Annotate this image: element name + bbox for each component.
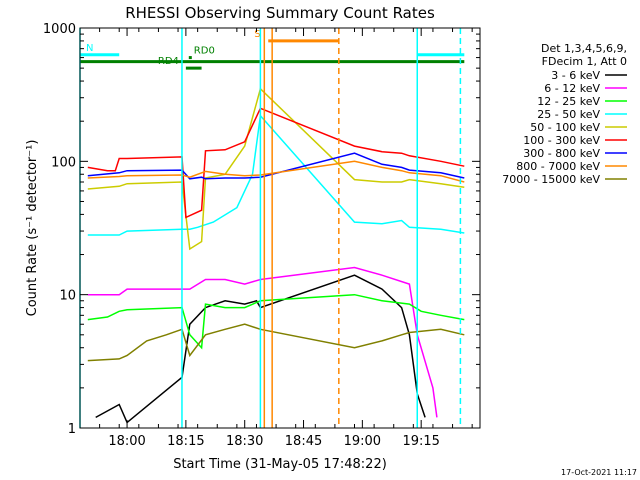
x-tick-label: 19:15 [402,434,439,449]
y-tick-label: 100 [51,155,76,170]
x-axis-label: Start Time (31-May-05 17:48:22) [173,457,387,472]
x-tick-label: 18:15 [167,434,204,449]
y-tick-label: 1000 [43,22,76,37]
legend-item-label: 800 - 7000 keV [516,160,600,173]
series-line [87,87,465,251]
legend: Det 1,3,4,5,6,9, FDecim 1, Att 0 3 - 6 k… [502,42,627,186]
plot-frame [79,27,481,429]
legend-header-decim: FDecim 1, Att 0 [542,55,627,68]
series-line [87,160,465,183]
state-bar-label: N [86,43,93,54]
series-line [87,113,465,236]
legend-header-detectors: Det 1,3,4,5,6,9, [541,42,627,55]
series-line [87,266,438,418]
legend-item-label: 100 - 300 keV [523,134,600,147]
series-layer [87,87,465,424]
y-axis-label: Count Rate (s⁻¹ detector⁻¹) [25,140,40,317]
series-line [87,152,465,180]
x-tick-label: 19:00 [344,434,381,449]
legend-item-label: 300 - 800 keV [523,147,600,160]
state-bar-label: RD4 [158,56,179,67]
legend-item-label: 12 - 25 keV [537,95,600,108]
y-tick-label: 1 [68,422,76,437]
state-bar-label: S [254,29,260,40]
legend-item-label: 25 - 50 keV [537,108,600,121]
x-tick-label: 18:45 [285,434,322,449]
legend-item-label: 50 - 100 keV [530,121,600,134]
series-line [95,274,426,424]
chart-title: RHESSI Observing Summary Count Rates [125,4,435,22]
state-bars-layer: N RD0 RD4 S [80,29,465,70]
footer-date: 17-Oct-2021 11:17 [561,468,637,477]
series-line [87,107,465,219]
legend-item-label: 3 - 6 keV [551,69,600,82]
x-tick-label: 18:00 [108,434,145,449]
legend-item-label: 7000 - 15000 keV [502,173,600,186]
x-tick-label: 18:30 [226,434,263,449]
series-line [87,323,465,362]
y-tick-label: 10 [59,289,76,304]
state-bar-label: RD0 [194,46,215,57]
legend-item-label: 6 - 12 keV [544,82,600,95]
series-line [87,293,465,350]
axes-layer: 1 10 100 1000 18:00 18:15 18:30 18:45 19:00 19:15 [43,22,480,449]
